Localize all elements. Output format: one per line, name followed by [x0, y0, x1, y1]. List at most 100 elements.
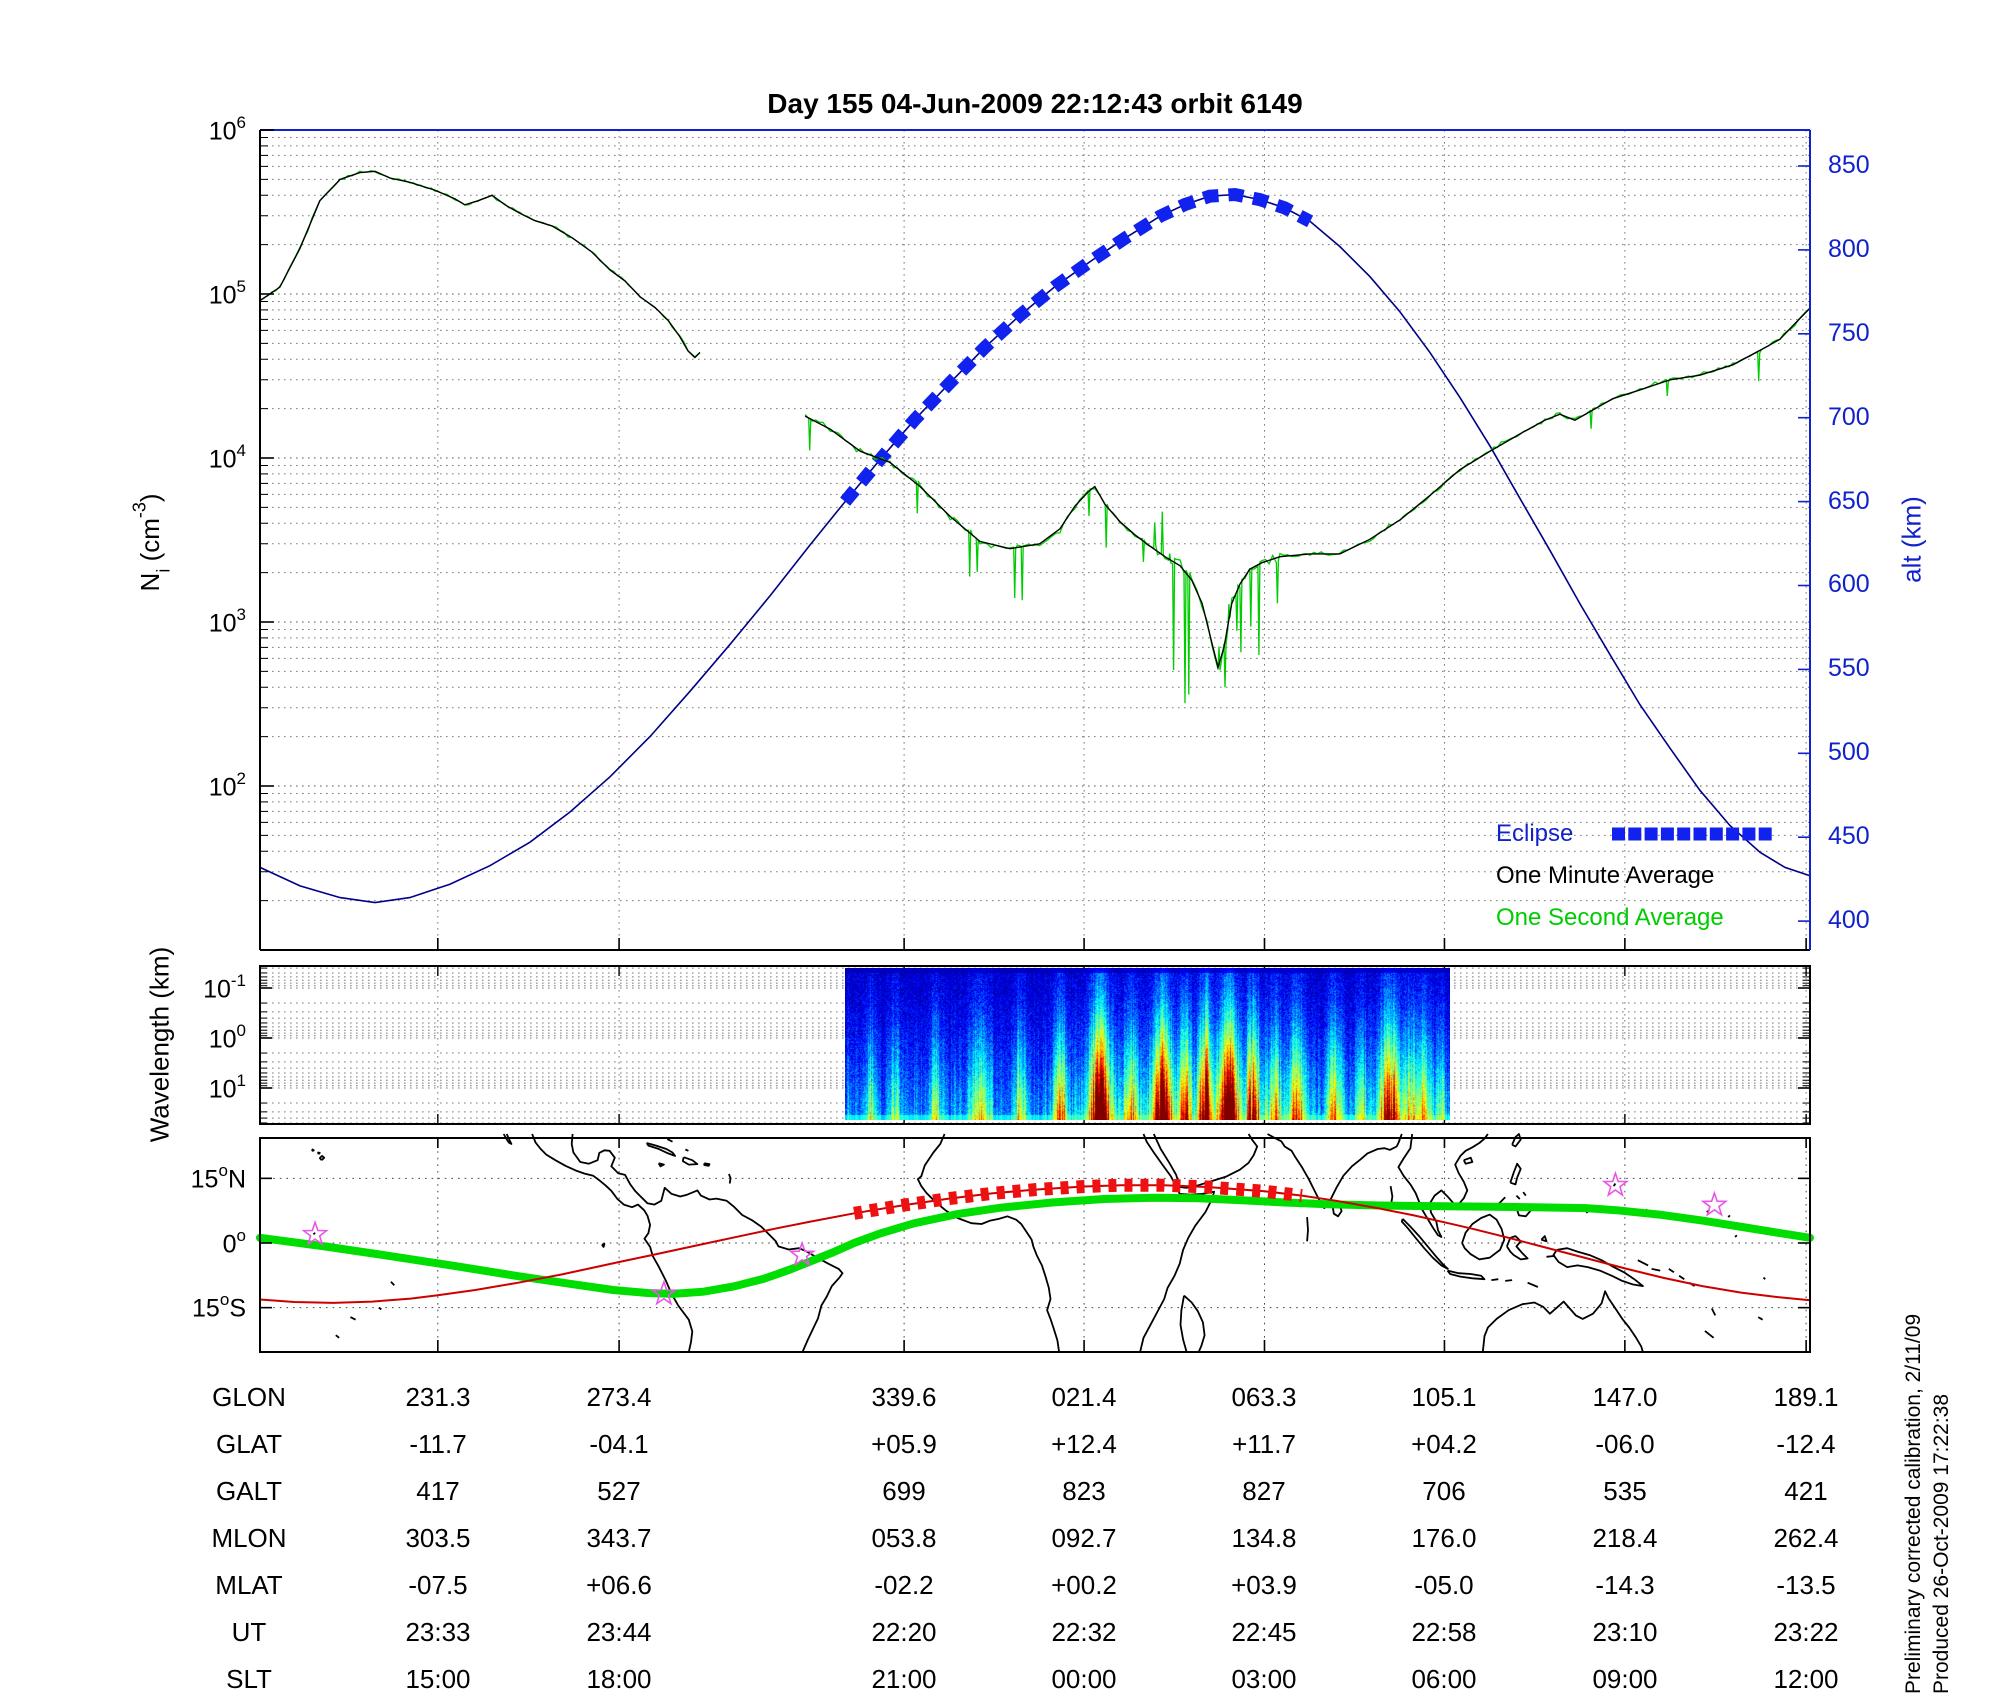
coastline — [1710, 1308, 1717, 1316]
coastline — [1762, 1276, 1766, 1280]
coastline — [1540, 1235, 1548, 1243]
coastline — [1668, 1268, 1675, 1274]
ni-axis-label: Ni (cm-3) — [129, 493, 174, 592]
table-cell-mlon-5: 176.0 — [1411, 1523, 1477, 1553]
table-cell-glon-3: 021.4 — [1051, 1382, 1117, 1412]
eclipse-dashes — [840, 187, 1314, 506]
ni-tick-1e3: 103 — [208, 605, 246, 638]
legend-eclipse-swatch — [1644, 827, 1658, 841]
table-cell-galt-6: 535 — [1603, 1476, 1647, 1506]
table-cell-ut-5: 22:58 — [1411, 1617, 1477, 1647]
legend-eclipse-label: Eclipse — [1496, 820, 1574, 847]
table-cell-galt-0: 417 — [416, 1476, 460, 1506]
legend-eclipse-swatch — [1660, 827, 1674, 841]
table-cell-slt-3: 00:00 — [1051, 1664, 1117, 1694]
coastline — [1552, 1247, 1644, 1287]
table-cell-ut-1: 23:44 — [586, 1617, 652, 1647]
table-cell-glon-4: 063.3 — [1231, 1382, 1297, 1412]
table-cell-mlon-3: 092.7 — [1051, 1523, 1117, 1553]
table-row-label-mlon: MLON — [211, 1523, 287, 1553]
coastline — [1734, 1234, 1738, 1238]
legend-one-minute-label: One Minute Average — [1496, 862, 1715, 889]
table-cell-slt-5: 06:00 — [1411, 1664, 1477, 1694]
legend-eclipse-swatch — [1742, 827, 1756, 841]
table-cell-galt-7: 421 — [1784, 1476, 1828, 1506]
table-cell-slt-2: 21:00 — [871, 1664, 937, 1694]
coastline — [335, 1334, 340, 1339]
one-minute-average-line — [259, 170, 701, 359]
table-cell-slt-4: 03:00 — [1231, 1664, 1297, 1694]
alt-tick-550: 550 — [1828, 654, 1870, 682]
table-cell-mlon-1: 343.7 — [586, 1523, 652, 1553]
table-cell-ut-4: 22:45 — [1231, 1617, 1297, 1647]
alt-tick-500: 500 — [1828, 738, 1870, 766]
table-cell-glon-1: 273.4 — [586, 1382, 652, 1412]
coastline — [1506, 1235, 1529, 1261]
coastline — [1704, 1330, 1715, 1339]
table-cell-slt-6: 09:00 — [1592, 1664, 1658, 1694]
table-cell-glat-2: +05.9 — [871, 1429, 937, 1459]
coastline — [601, 1243, 606, 1248]
spectrogram-frame — [259, 965, 1811, 1125]
table-cell-galt-1: 527 — [597, 1476, 641, 1506]
table-cell-glat-6: -06.0 — [1595, 1429, 1655, 1459]
ni-tick-1e4: 104 — [208, 441, 246, 474]
table-cell-glon-2: 339.6 — [871, 1382, 937, 1412]
map-lat-0: 0o — [222, 1226, 246, 1259]
coastline — [1461, 1213, 1506, 1261]
alt-tick-650: 650 — [1828, 487, 1870, 515]
table-row-label-slt: SLT — [226, 1664, 272, 1694]
ground-station-star — [788, 1240, 816, 1267]
table-cell-mlat-5: -05.0 — [1414, 1570, 1474, 1600]
map-lat-15n: 15oN — [190, 1161, 246, 1194]
coastline — [645, 1142, 676, 1157]
table-cell-slt-7: 12:00 — [1773, 1664, 1839, 1694]
alt-tick-850: 850 — [1828, 151, 1870, 179]
table-cell-galt-2: 699 — [882, 1476, 926, 1506]
coastline — [1481, 1290, 1644, 1353]
coastline — [1757, 1316, 1764, 1321]
coastline — [1527, 1281, 1539, 1288]
coastline — [1727, 1214, 1731, 1218]
table-cell-glon-5: 105.1 — [1411, 1382, 1477, 1412]
coastline — [312, 1232, 316, 1236]
table-cell-mlat-0: -07.5 — [408, 1570, 468, 1600]
table-cell-glat-7: -12.4 — [1776, 1429, 1836, 1459]
produced-note: Produced 26-Oct-2009 17:22:38 — [1930, 1393, 1953, 1694]
legend-eclipse-swatch — [1758, 827, 1772, 841]
wl-tick-1: 100 — [208, 1021, 246, 1054]
table-cell-mlat-1: +06.6 — [586, 1570, 652, 1600]
coastline — [1511, 1133, 1522, 1148]
alt-tick-800: 800 — [1828, 235, 1870, 263]
legend-eclipse-swatch — [1612, 827, 1625, 841]
coastline — [317, 1151, 321, 1155]
legend-one-second-label: One Second Average — [1496, 904, 1724, 931]
coastline — [1509, 1162, 1522, 1186]
map-frame — [259, 1137, 1811, 1353]
coastline — [1152, 1133, 1259, 1189]
table-cell-slt-0: 15:00 — [405, 1664, 471, 1694]
coastline — [657, 1162, 665, 1168]
table-cell-mlat-2: -02.2 — [874, 1570, 934, 1600]
coastline — [1400, 1218, 1449, 1270]
alt-tick-400: 400 — [1828, 906, 1870, 934]
coastline — [1637, 1259, 1649, 1267]
wl-tick-10: 101 — [208, 1071, 246, 1104]
legend-eclipse-swatch — [1709, 827, 1723, 841]
table-cell-glat-5: +04.2 — [1411, 1429, 1477, 1459]
coastline — [570, 1133, 844, 1353]
ground-station-star — [1601, 1170, 1630, 1197]
one-second-average-line — [804, 307, 1811, 704]
one-minute-average-line — [804, 307, 1811, 670]
legend-eclipse-swatch — [1726, 827, 1740, 841]
ni-tick-1e6: 106 — [208, 113, 246, 146]
table-cell-glat-1: -04.1 — [589, 1429, 649, 1459]
table-cell-mlon-2: 053.8 — [871, 1523, 937, 1553]
ground-station-star — [301, 1219, 329, 1247]
coastline — [1522, 1191, 1527, 1197]
legend-eclipse-swatch — [1677, 827, 1691, 841]
coastline — [1678, 1275, 1685, 1280]
table-cell-ut-3: 22:32 — [1051, 1617, 1117, 1647]
table-cell-galt-3: 823 — [1062, 1476, 1106, 1506]
